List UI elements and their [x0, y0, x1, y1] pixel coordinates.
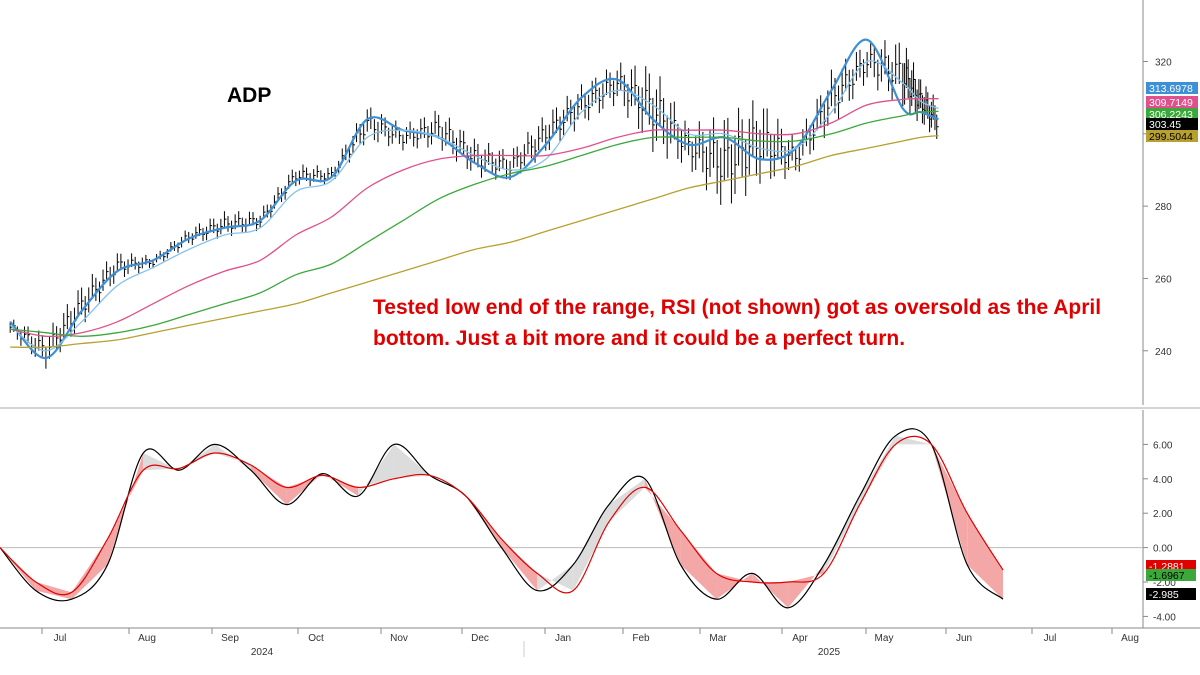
x-axis-year-label: 2025	[818, 647, 841, 658]
price-tag	[1146, 96, 1198, 108]
price-tag	[1146, 108, 1198, 120]
oscillator-pane: 6.004.002.000.00-2.00-4.00-1.2881-1.6967…	[0, 410, 1196, 628]
x-axis-month-label: Aug	[1121, 633, 1139, 644]
moving-average-line-5	[10, 134, 939, 349]
x-axis-month-label: Jun	[956, 633, 972, 644]
oscillator-tag-label: -2.985	[1149, 589, 1179, 601]
oscillator-fill-gray	[394, 444, 430, 479]
annotation-text: Tested low end of the range, RSI (not sh…	[373, 296, 1102, 350]
price-y-tick-label: 240	[1155, 347, 1172, 358]
price-tag	[1146, 130, 1198, 142]
oscillator-fill-red	[788, 564, 824, 608]
oscillator-y-tick-label: 0.00	[1153, 544, 1173, 555]
oscillator-fill-red	[680, 530, 717, 600]
moving-average-line-3	[10, 98, 939, 338]
price-y-tick-label: 260	[1155, 274, 1172, 285]
x-axis-month-label: Jul	[54, 633, 67, 644]
oscillator-fill-gray	[214, 444, 251, 471]
price-pane: 240260280300320313.6978309.7149306.22433…	[0, 0, 1200, 409]
x-axis-month-label: Nov	[390, 633, 408, 644]
x-axis-year-label: 2024	[251, 647, 274, 658]
x-axis-month-label: Jul	[1044, 633, 1057, 644]
x-axis-month-label: Oct	[308, 633, 324, 644]
oscillator-y-tick-label: -4.00	[1153, 612, 1176, 623]
x-axis-month-label: Mar	[709, 633, 727, 644]
price-y-tick-label: 280	[1155, 202, 1172, 213]
oscillator-tag	[1146, 569, 1196, 581]
oscillator-y-tick-label: 4.00	[1153, 475, 1173, 486]
oscillator-fill-red	[322, 473, 359, 496]
moving-average-line-2	[9, 60, 939, 352]
oscillator-y-tick-label: 6.00	[1153, 440, 1173, 451]
x-axis: Jul Aug Sep Oct Nov Dec Jan Feb Mar Apr May Jun Jul A…	[0, 627, 1200, 658]
price-tag-label: 309.7149	[1149, 97, 1193, 109]
moving-average-line-4	[10, 110, 939, 337]
price-tag-label: 299.5044	[1149, 131, 1193, 143]
x-axis-month-label: Dec	[471, 633, 489, 644]
oscillator-fill-red	[931, 444, 968, 565]
macd-line	[0, 428, 1004, 609]
signal-line	[0, 435, 1004, 596]
oscillator-y-tick-label: 2.00	[1153, 509, 1173, 520]
oscillator-fill-red	[250, 465, 287, 505]
price-tag-label: 313.6978	[1149, 83, 1193, 95]
x-axis-month-label: Jan	[555, 633, 571, 644]
x-axis-month-label: Feb	[632, 633, 650, 644]
oscillator-fill-red	[716, 573, 753, 600]
oscillator-fill-gray	[823, 496, 860, 574]
price-y-tick-label: 320	[1155, 57, 1172, 68]
x-axis-month-label: Sep	[221, 633, 239, 644]
price-tag	[1146, 118, 1198, 130]
oscillator-fill-red	[644, 478, 681, 565]
oscillator-fill-gray	[537, 564, 574, 591]
oscillator-fill-red	[967, 513, 1003, 600]
oscillator-fill-gray	[895, 435, 932, 445]
x-axis-month-label: Apr	[792, 633, 808, 644]
oscillator-y-tick-label: -2.00	[1153, 578, 1176, 589]
oscillator-fill-gray	[573, 504, 609, 591]
x-axis-month-label: Aug	[138, 633, 156, 644]
price-tag	[1146, 82, 1198, 94]
chart-title: ADP	[227, 84, 271, 107]
x-axis-month-label: May	[875, 633, 894, 644]
price-tag-label: 303.45	[1149, 119, 1181, 131]
oscillator-tag	[1146, 588, 1196, 600]
oscillator-fill-red	[501, 539, 538, 591]
oscillator-fill-red	[0, 547, 36, 591]
oscillator-fill-gray	[179, 444, 215, 471]
oscillator-tag-label: -1.6967	[1149, 570, 1185, 582]
